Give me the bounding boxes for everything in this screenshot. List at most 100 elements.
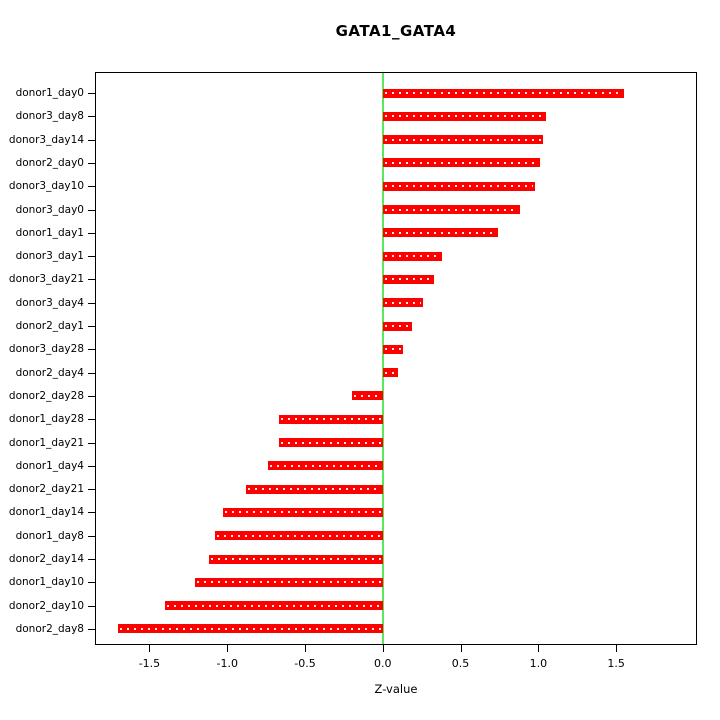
y-axis-tick	[88, 279, 95, 281]
bar-texture	[269, 464, 381, 467]
bar	[278, 414, 383, 424]
bar-texture	[216, 534, 381, 537]
bar-texture	[384, 301, 422, 304]
bar	[382, 321, 413, 331]
y-axis-tick	[88, 605, 95, 607]
y-axis-tick-label: donor1_day21	[8, 436, 84, 449]
y-axis-tick-label: donor3_day14	[8, 133, 84, 146]
y-axis-tick	[88, 372, 95, 374]
bar	[118, 624, 383, 634]
y-axis-tick-label: donor1_day10	[8, 576, 84, 589]
bar	[382, 344, 403, 354]
x-axis-tick	[616, 645, 618, 652]
bar	[382, 88, 624, 98]
zero-reference-line	[381, 73, 384, 644]
bar	[382, 228, 498, 238]
x-axis-tick	[382, 645, 384, 652]
x-axis-tick-label: 1.5	[607, 657, 625, 670]
y-axis-tick	[88, 559, 95, 560]
bar-texture	[384, 115, 545, 118]
y-axis-tick-label: donor2_day21	[8, 483, 84, 496]
y-axis-tick-label: donor1_day0	[15, 87, 84, 99]
bar-texture	[384, 348, 401, 351]
bar-texture	[120, 627, 381, 630]
bar	[194, 577, 383, 587]
y-axis-tick-label: donor2_day10	[8, 599, 84, 612]
y-axis-tick	[88, 302, 95, 304]
y-axis-tick-label: donor3_day28	[8, 343, 84, 356]
y-axis-tick-label: donor1_day1	[15, 226, 84, 239]
x-axis-tick-label: 1.0	[529, 657, 548, 670]
x-axis-tick-label: 0.0	[374, 657, 392, 670]
x-axis-tick-label: -1.5	[138, 657, 161, 670]
bar	[382, 135, 543, 145]
bar	[382, 251, 442, 261]
y-axis-tick	[88, 349, 95, 351]
bar-texture	[280, 441, 381, 444]
x-axis-tick	[305, 645, 306, 652]
bar	[245, 484, 383, 494]
bar-texture	[280, 418, 381, 421]
plot-frame	[95, 72, 697, 645]
y-axis-tick	[88, 419, 95, 421]
bar-texture	[224, 511, 381, 514]
bar-texture	[384, 255, 440, 258]
bar	[351, 391, 383, 401]
y-axis-tick	[88, 256, 95, 258]
bar	[382, 298, 424, 308]
y-axis-tick	[88, 232, 95, 234]
y-axis-tick	[88, 139, 95, 141]
x-axis-tick-label: -1.0	[216, 657, 238, 670]
bar-texture	[353, 394, 381, 397]
chart-title: GATA1_GATA4	[335, 22, 457, 40]
bar	[165, 601, 383, 611]
y-axis-tick	[88, 535, 95, 537]
y-axis-tick-label: donor2_day1	[15, 320, 84, 332]
bar	[382, 368, 399, 378]
bar-texture	[384, 92, 622, 94]
bar-texture	[384, 278, 433, 281]
y-axis-tick-label: donor3_day1	[15, 250, 84, 263]
bar-texture	[167, 604, 381, 607]
y-axis-tick-label: donor1_day14	[8, 506, 84, 519]
x-axis-tick-label: -0.5	[294, 657, 316, 670]
bar-texture	[247, 488, 381, 491]
y-axis-tick-label: donor1_day28	[8, 413, 84, 426]
bar-texture	[384, 325, 411, 327]
y-axis-tick	[88, 442, 95, 444]
y-axis-tick	[88, 116, 95, 118]
bar	[278, 438, 383, 447]
y-axis-tick-label: donor3_day0	[15, 203, 84, 216]
y-axis-tick-label: donor2_day28	[8, 389, 84, 402]
x-axis-tick	[149, 645, 151, 652]
y-axis-tick	[88, 395, 95, 397]
bar	[267, 461, 383, 471]
y-axis-tick	[88, 582, 95, 584]
y-axis-tick	[88, 512, 95, 514]
x-axis-tick	[460, 645, 462, 652]
y-axis-tick	[88, 489, 95, 491]
x-axis-tick	[227, 645, 229, 652]
y-axis-tick-label: donor2_day4	[15, 366, 84, 379]
y-axis-tick-label: donor3_day10	[8, 180, 84, 193]
y-axis-tick	[88, 209, 95, 211]
bar-texture	[196, 581, 381, 584]
y-axis-tick-label: donor3_day21	[8, 273, 84, 286]
bar-texture	[210, 558, 381, 560]
bar	[382, 181, 536, 191]
y-axis-tick-label: donor1_day4	[15, 459, 84, 472]
bar	[214, 531, 383, 541]
x-axis-tick	[538, 645, 540, 652]
y-axis-tick	[88, 162, 95, 164]
y-axis-tick-label: donor2_day14	[8, 553, 84, 565]
bar-texture	[384, 208, 518, 211]
bar	[382, 111, 547, 121]
y-axis-tick	[88, 326, 95, 327]
bar	[382, 274, 435, 284]
bar-texture	[384, 371, 397, 374]
bar-texture	[384, 231, 496, 234]
y-axis-tick-label: donor1_day8	[15, 529, 84, 542]
x-axis-tick-label: 0.5	[451, 657, 470, 670]
y-axis-tick-label: donor3_day4	[15, 296, 84, 309]
